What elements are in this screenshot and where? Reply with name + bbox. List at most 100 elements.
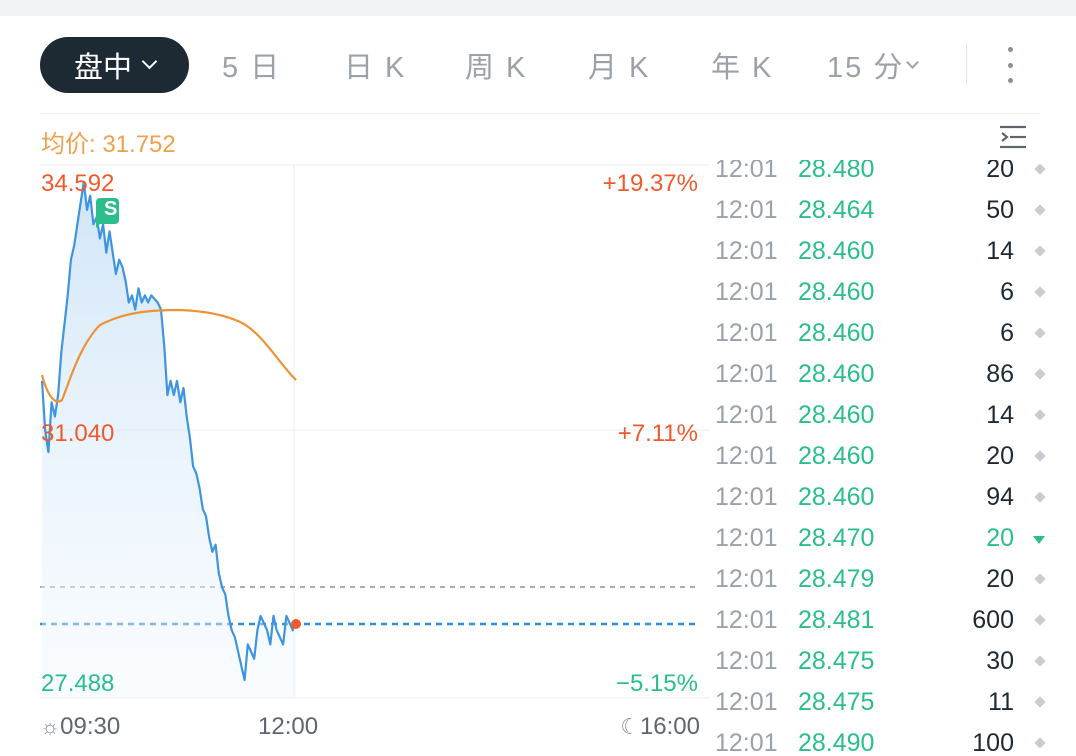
chevron-down-icon bbox=[141, 53, 158, 69]
tab-year-k[interactable]: 年 K bbox=[711, 52, 774, 84]
trade-row: 12:01 28.480 20 bbox=[710, 160, 1050, 190]
trade-volume: 30 bbox=[986, 647, 1014, 675]
diamond-icon bbox=[1034, 409, 1046, 421]
trade-time: 12:01 bbox=[715, 565, 778, 593]
trade-row: 12:01 28.460 86 bbox=[710, 354, 1050, 395]
trade-price: 28.460 bbox=[798, 483, 875, 511]
trade-list-toggle-icon[interactable] bbox=[998, 125, 1028, 151]
sun-icon: ☼ bbox=[40, 714, 61, 739]
trade-volume: 6 bbox=[1000, 278, 1014, 306]
time-start: ☼09:30 bbox=[40, 713, 120, 741]
tab-5day[interactable]: 5 日 bbox=[222, 52, 282, 84]
trade-time: 12:01 bbox=[715, 401, 778, 429]
more-options-icon[interactable] bbox=[1000, 47, 1020, 83]
time-end: ☾16:00 bbox=[620, 713, 700, 741]
diamond-icon bbox=[1034, 450, 1046, 462]
trade-time: 12:01 bbox=[715, 196, 778, 224]
trade-price: 28.460 bbox=[798, 401, 875, 429]
time-end-label: 16:00 bbox=[639, 713, 700, 740]
diamond-icon bbox=[1034, 491, 1046, 503]
trade-price: 28.479 bbox=[798, 565, 875, 593]
trade-volume: 100 bbox=[972, 729, 1014, 751]
price-high-label: 34.592 bbox=[41, 170, 115, 197]
trade-time: 12:01 bbox=[715, 647, 778, 675]
trade-volume: 20 bbox=[986, 524, 1014, 552]
trade-time: 12:01 bbox=[715, 729, 778, 751]
divider bbox=[40, 113, 1040, 114]
chevron-down-icon bbox=[906, 55, 920, 69]
trade-volume: 94 bbox=[986, 483, 1014, 511]
tab-month-k[interactable]: 月 K bbox=[588, 52, 651, 84]
trade-price: 28.460 bbox=[798, 319, 875, 347]
trade-ticker-list[interactable]: 12:01 28.480 20 12:01 28.464 50 12:01 28.460 14 1… bbox=[710, 160, 1076, 751]
trade-time: 12:01 bbox=[715, 360, 778, 388]
trade-time: 12:01 bbox=[715, 319, 778, 347]
tab-intraday[interactable]: 盘中 bbox=[40, 37, 189, 93]
trade-volume: 11 bbox=[988, 688, 1014, 716]
chart-svg bbox=[40, 164, 710, 699]
trade-row: 12:01 28.470 20 bbox=[710, 518, 1050, 559]
trade-volume: 20 bbox=[986, 442, 1014, 470]
diamond-icon bbox=[1034, 163, 1046, 175]
price-mid-label: 31.040 bbox=[41, 420, 115, 447]
trade-price: 28.460 bbox=[798, 278, 875, 306]
price-area bbox=[42, 182, 296, 699]
trade-volume: 20 bbox=[986, 160, 1014, 183]
trade-price: 28.481 bbox=[798, 606, 875, 634]
trade-row: 12:01 28.460 6 bbox=[710, 313, 1050, 354]
trade-row: 12:01 28.479 20 bbox=[710, 559, 1050, 600]
tab-intraday-label: 盘中 bbox=[73, 52, 132, 84]
trade-row: 12:01 28.460 6 bbox=[710, 272, 1050, 313]
trade-time: 12:01 bbox=[715, 483, 778, 511]
trade-volume: 14 bbox=[986, 401, 1014, 429]
trade-time: 12:01 bbox=[715, 237, 778, 265]
trade-volume: 14 bbox=[986, 237, 1014, 265]
tab-15min[interactable]: 15 分 bbox=[827, 37, 920, 93]
trade-time: 12:01 bbox=[715, 688, 778, 716]
time-mid-label: 12:00 bbox=[258, 713, 319, 740]
diamond-icon bbox=[1034, 368, 1046, 380]
current-price-dot bbox=[291, 619, 301, 629]
diamond-icon bbox=[1034, 614, 1046, 626]
diamond-icon bbox=[1034, 204, 1046, 216]
trade-time: 12:01 bbox=[715, 278, 778, 306]
pct-high-label: +19.37% bbox=[602, 170, 698, 197]
trade-volume: 86 bbox=[986, 360, 1014, 388]
pct-mid-label: +7.11% bbox=[617, 420, 698, 447]
diamond-icon bbox=[1034, 696, 1046, 708]
trade-row: 12:01 28.464 50 bbox=[710, 190, 1050, 231]
trade-price: 28.475 bbox=[798, 647, 875, 675]
trade-price: 28.475 bbox=[798, 688, 875, 716]
tab-15min-label: 15 分 bbox=[827, 52, 905, 84]
down-arrow-icon bbox=[1033, 536, 1045, 544]
tab-divider bbox=[966, 43, 967, 85]
trade-price: 28.460 bbox=[798, 360, 875, 388]
pct-low-label: −5.15% bbox=[615, 670, 698, 697]
trade-volume: 20 bbox=[986, 565, 1014, 593]
time-start-label: 09:30 bbox=[60, 713, 121, 740]
average-price: 均价: 31.752 bbox=[41, 131, 176, 158]
trade-row: 12:01 28.460 20 bbox=[710, 436, 1050, 477]
top-strip bbox=[0, 0, 1076, 16]
trade-price: 28.470 bbox=[798, 524, 875, 552]
intraday-chart[interactable]: S 34.592 31.040 27.488 +19.37% +7.11% −5… bbox=[0, 160, 710, 751]
trade-price: 28.480 bbox=[798, 160, 875, 183]
trade-price: 28.460 bbox=[798, 237, 875, 265]
price-line bbox=[40, 181, 298, 682]
price-low-label: 27.488 bbox=[41, 670, 115, 697]
tab-week-k[interactable]: 周 K bbox=[465, 52, 528, 84]
trade-price: 28.464 bbox=[798, 196, 875, 224]
diamond-icon bbox=[1034, 655, 1046, 667]
diamond-icon bbox=[1034, 286, 1046, 298]
diamond-icon bbox=[1034, 573, 1046, 585]
trade-row: 12:01 28.475 11 bbox=[710, 682, 1050, 723]
sell-badge bbox=[96, 198, 119, 228]
tab-day-k[interactable]: 日 K bbox=[344, 52, 407, 84]
trade-row: 12:01 28.475 30 bbox=[710, 641, 1050, 682]
moon-icon: ☾ bbox=[620, 714, 640, 739]
trade-row: 12:01 28.460 14 bbox=[710, 395, 1050, 436]
trade-volume: 600 bbox=[972, 606, 1014, 634]
trade-row: 12:01 28.481 600 bbox=[710, 600, 1050, 641]
trade-volume: 6 bbox=[1000, 319, 1014, 347]
trade-time: 12:01 bbox=[715, 160, 778, 183]
